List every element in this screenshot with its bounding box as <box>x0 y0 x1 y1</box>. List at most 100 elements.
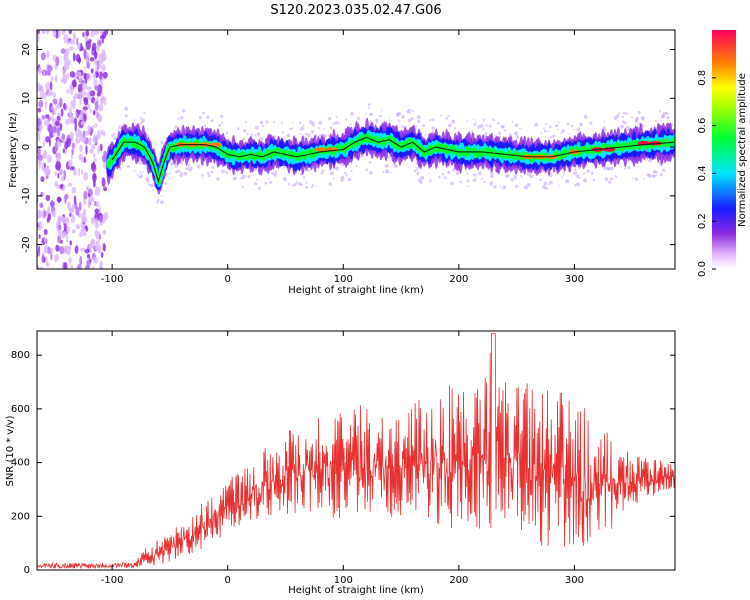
scatter-point <box>576 182 580 187</box>
colorbar-tick-label: 0.4 <box>697 165 708 181</box>
colorbar-tick-label: 0.6 <box>697 118 708 134</box>
scatter-point <box>625 112 628 115</box>
scatter-point <box>300 173 303 176</box>
noise-blob <box>37 159 42 166</box>
noise-blob <box>38 234 41 239</box>
noise-blob <box>80 42 83 51</box>
noise-blob <box>63 262 68 269</box>
noise-blob <box>82 130 85 138</box>
noise-blob <box>88 242 93 249</box>
scatter-point <box>574 168 577 171</box>
scatter-point <box>340 179 344 182</box>
noise-blob <box>38 266 44 269</box>
noise-blob <box>97 244 102 254</box>
noise-blob <box>90 162 96 171</box>
snr-frame <box>36 330 676 571</box>
noise-blob <box>62 148 65 153</box>
noise-blob <box>86 253 91 259</box>
scatter-point <box>312 124 315 127</box>
scatter-point <box>489 181 494 186</box>
scatter-point <box>521 176 523 178</box>
scatter-point <box>113 136 117 141</box>
scatter-point <box>315 185 318 188</box>
noise-blob <box>94 222 100 229</box>
scatter-point <box>254 125 259 130</box>
scatter-point <box>287 183 291 186</box>
noise-blob <box>38 66 43 75</box>
scatter-point <box>219 114 224 118</box>
scatter-point <box>424 133 427 136</box>
noise-blob <box>50 76 54 82</box>
colorbar: 0.0 0.2 0.4 0.6 0.8 Normalized spectral ampl… <box>697 30 748 277</box>
noise-blob <box>78 201 82 210</box>
scatter-point <box>477 125 481 129</box>
noise-blob <box>92 72 97 79</box>
noise-blob <box>59 136 63 141</box>
noise-blob <box>63 230 67 238</box>
x-tick-label: 100 <box>334 575 353 586</box>
scatter-point <box>552 134 556 138</box>
y-tick-label: 10 <box>21 92 32 105</box>
noise-blob <box>61 75 67 83</box>
scatter-point <box>545 122 548 126</box>
noise-blob <box>68 46 74 51</box>
scatter-point <box>323 134 327 138</box>
noise-blob <box>57 102 60 110</box>
scatter-point <box>236 127 240 130</box>
noise-blob <box>47 154 52 163</box>
noise-blob <box>89 57 95 62</box>
scatter-point <box>439 114 442 117</box>
scatter-point <box>570 124 574 128</box>
scatter-point <box>543 129 547 133</box>
noise-blob <box>79 134 83 142</box>
scatter-point <box>289 127 291 130</box>
noise-blob <box>63 34 69 44</box>
scatter-point <box>416 172 419 175</box>
scatter-point <box>345 174 348 177</box>
x-tick-label: 300 <box>565 575 584 586</box>
noise-blob <box>85 226 89 232</box>
noise-blob <box>56 115 61 121</box>
ridge-band-3 <box>671 137 675 146</box>
scatter-point <box>529 174 533 179</box>
noise-blob <box>103 186 107 192</box>
colorbar-ticks: 0.0 0.2 0.4 0.6 0.8 <box>697 70 716 277</box>
scatter-point <box>302 175 306 179</box>
noise-blob <box>44 70 51 76</box>
scatter-point <box>310 186 313 189</box>
scatter-point <box>445 117 449 120</box>
noise-blob <box>65 118 71 125</box>
noise-blob <box>94 85 100 91</box>
noise-blob <box>93 174 96 179</box>
noise-blob <box>72 95 76 104</box>
scatter-point <box>168 178 171 180</box>
noise-blob <box>80 247 86 252</box>
scatter-point <box>566 122 570 126</box>
noise-blob <box>68 30 72 35</box>
scatter-point <box>492 118 495 122</box>
scatter-point <box>164 182 168 185</box>
noise-blob <box>79 255 83 266</box>
noise-blob <box>47 205 51 214</box>
snr-plot-area <box>37 333 675 570</box>
y-tick-label: -10 <box>21 188 32 204</box>
scatter-point <box>514 177 517 180</box>
scatter-point <box>133 170 136 173</box>
scatter-point <box>589 121 593 125</box>
scatter-point <box>568 133 570 135</box>
scatter-point <box>637 110 641 115</box>
scatter-point <box>507 174 510 177</box>
scatter-point <box>121 163 123 166</box>
noise-blob <box>78 232 83 237</box>
scatter-point <box>140 116 143 120</box>
peak-amplitude-mark <box>210 142 223 147</box>
scatter-point <box>560 132 563 135</box>
scatter-point <box>196 164 201 169</box>
scatter-point <box>549 180 553 185</box>
colorbar-gradient <box>712 30 736 269</box>
y-tick-label: 0 <box>21 144 32 150</box>
colorbar-tick-label: 0.2 <box>697 213 708 229</box>
noise-blob <box>37 132 40 139</box>
snr-panel: -100 0 100 200 300 0 200 400 600 800 Height of st… <box>5 330 676 596</box>
noise-blob <box>82 172 89 181</box>
